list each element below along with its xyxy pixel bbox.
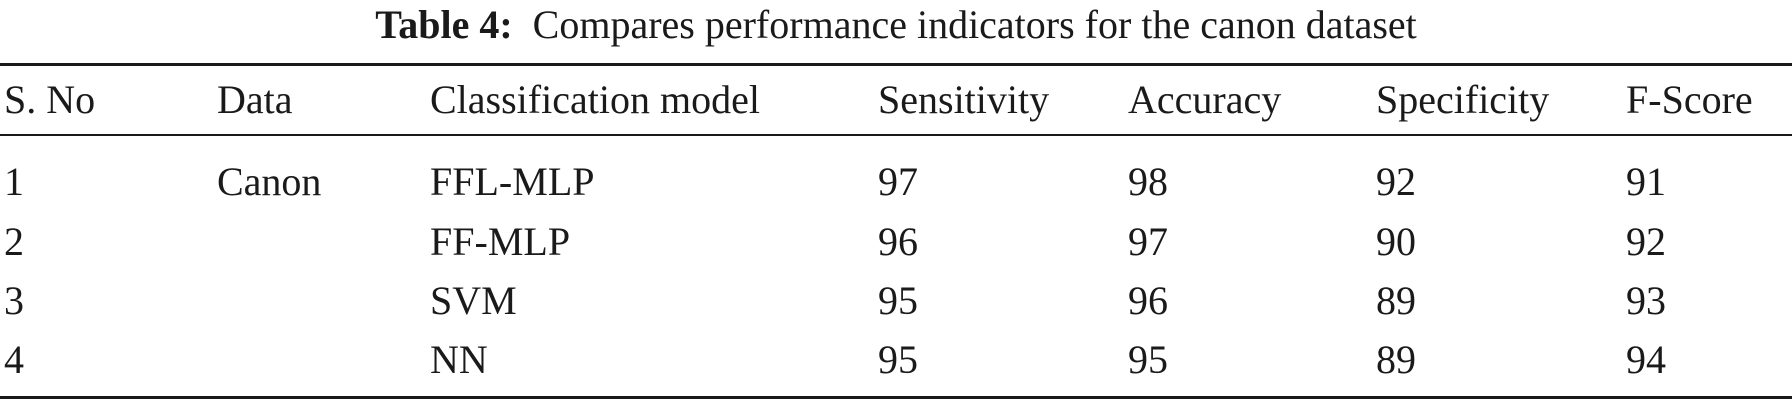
cell-f-score: 91 [1626,159,1666,204]
header-cell-sno: S. No [4,77,96,122]
table-caption: Table 4: Compares performance indicators… [0,0,1792,58]
cell-sno: 2 [4,219,24,264]
cell-accuracy: 95 [1128,337,1168,382]
table-caption-label: Table 4: [375,2,513,47]
table-row: 2 FF-MLP 96 97 90 92 [0,212,1792,272]
cell-sno: 3 [4,278,24,323]
header-cell-sensitivity: Sensitivity [878,77,1050,122]
table-row: 4 NN 95 95 89 94 [0,330,1792,390]
table-row: 1 Canon FFL-MLP 97 98 92 91 [0,152,1792,212]
cell-sno: 1 [4,159,24,204]
header-cell-data: Data [217,77,293,122]
header-cell-classification-model: Classification model [430,77,760,122]
cell-specificity: 90 [1376,219,1416,264]
table-header-row: S. No Data Classification model Sensitiv… [0,70,1792,130]
table-row: 3 SVM 95 96 89 93 [0,271,1792,331]
cell-f-score: 92 [1626,219,1666,264]
cell-specificity: 92 [1376,159,1416,204]
cell-f-score: 94 [1626,337,1666,382]
cell-sensitivity: 95 [878,278,918,323]
cell-sensitivity: 95 [878,337,918,382]
cell-model: FFL-MLP [430,159,595,204]
table-header-rule [0,134,1792,136]
cell-accuracy: 98 [1128,159,1168,204]
table-top-rule [0,63,1792,66]
cell-specificity: 89 [1376,278,1416,323]
table-bottom-rule [0,396,1792,399]
header-cell-accuracy: Accuracy [1128,77,1282,122]
table-caption-text: Compares performance indicators for the … [532,2,1417,47]
cell-model: SVM [430,278,517,323]
cell-f-score: 93 [1626,278,1666,323]
cell-accuracy: 97 [1128,219,1168,264]
header-cell-f-score: F-Score [1626,77,1753,122]
cell-model: NN [430,337,488,382]
cell-sensitivity: 96 [878,219,918,264]
cell-accuracy: 96 [1128,278,1168,323]
cell-specificity: 89 [1376,337,1416,382]
cell-model: FF-MLP [430,219,571,264]
header-cell-specificity: Specificity [1376,77,1550,122]
cell-sno: 4 [4,337,24,382]
cell-sensitivity: 97 [878,159,918,204]
cell-data: Canon [217,159,322,204]
